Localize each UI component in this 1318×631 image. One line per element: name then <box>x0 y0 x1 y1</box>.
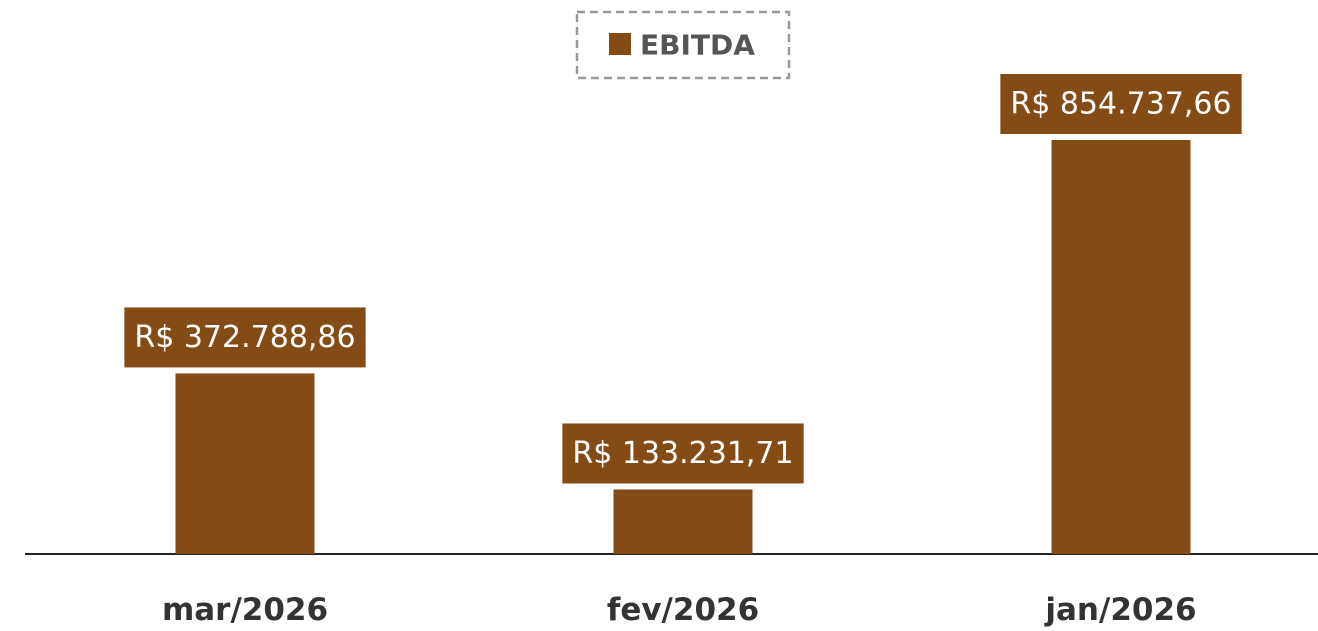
value-label-box <box>1000 74 1242 134</box>
value-label: R$ 133.231,71 <box>572 436 793 471</box>
legend-box <box>575 10 791 80</box>
legend-label: EBITDA <box>640 29 755 62</box>
value-label: R$ 372.788,86 <box>134 320 355 355</box>
bar <box>175 373 315 554</box>
legend-swatch <box>609 33 631 55</box>
bar <box>613 489 753 554</box>
x-tick-label: jan/2026 <box>1043 592 1196 628</box>
x-tick-label: mar/2026 <box>162 592 328 628</box>
value-label-box <box>124 307 366 368</box>
x-tick-label: fev/2026 <box>607 592 759 628</box>
value-label: R$ 854.737,66 <box>1010 87 1231 122</box>
bar <box>1051 140 1191 554</box>
value-label-box <box>562 423 804 484</box>
